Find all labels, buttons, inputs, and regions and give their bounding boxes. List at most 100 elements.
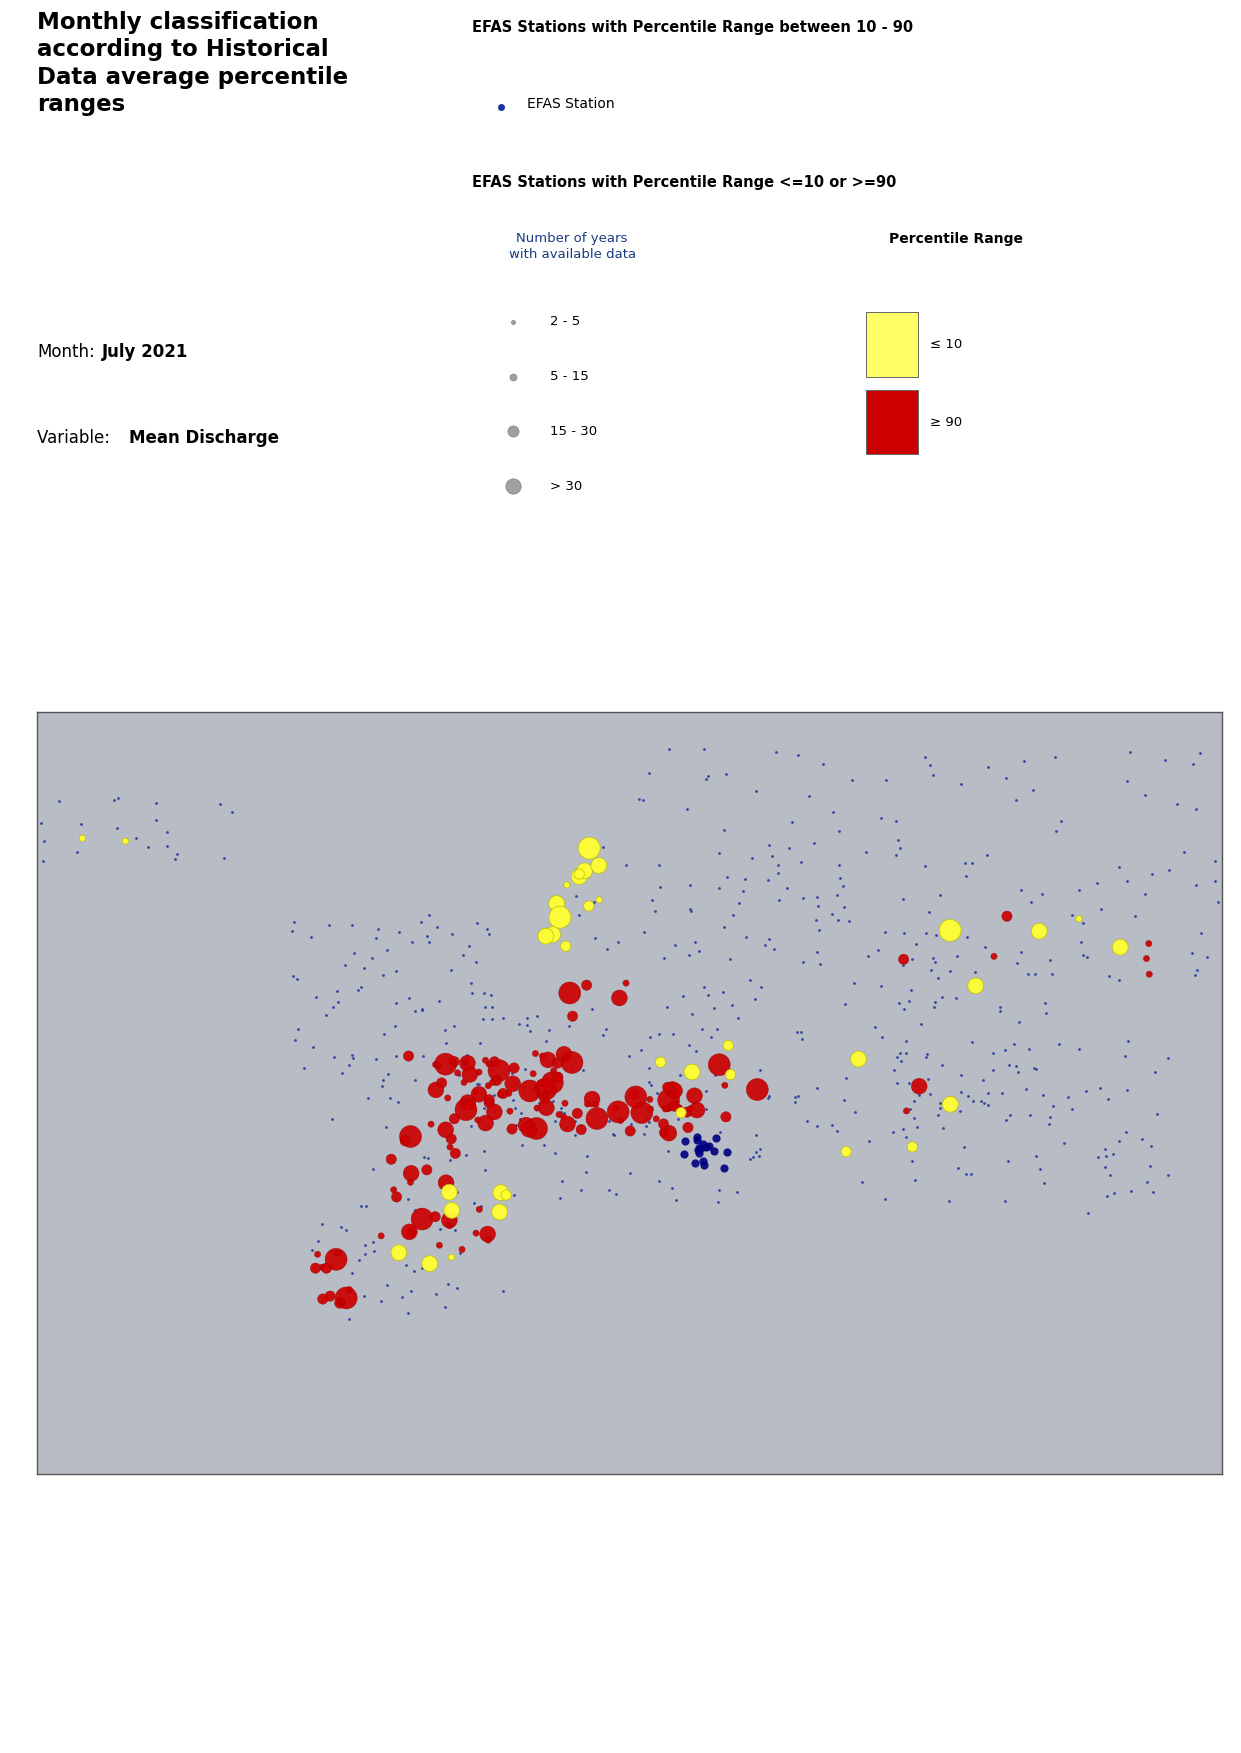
Point <box>680 898 700 926</box>
Point <box>1137 945 1157 973</box>
Point <box>669 1106 689 1134</box>
Point <box>441 1146 460 1175</box>
Point <box>747 1120 767 1148</box>
Text: Number of years
with available data: Number of years with available data <box>509 233 635 261</box>
Point <box>896 1027 916 1055</box>
Point <box>983 1055 1003 1083</box>
Point <box>458 1041 478 1069</box>
Point <box>809 915 829 943</box>
Point <box>685 1082 705 1110</box>
Point <box>807 884 827 912</box>
Point <box>900 1094 920 1122</box>
Point <box>351 1192 371 1220</box>
Point <box>853 1167 872 1196</box>
Point <box>692 1015 712 1043</box>
Point <box>478 915 498 943</box>
Point <box>108 784 128 812</box>
Point <box>549 1059 568 1087</box>
Point <box>1117 766 1137 794</box>
Point <box>336 1217 356 1245</box>
Point <box>710 1050 730 1078</box>
Point <box>398 1041 418 1069</box>
Point <box>679 941 699 969</box>
Point <box>552 1167 572 1196</box>
Point <box>115 827 135 855</box>
Point <box>1186 796 1206 824</box>
Point <box>927 920 947 948</box>
Point <box>1143 861 1163 889</box>
Point <box>748 1141 768 1169</box>
Point <box>1006 948 1026 976</box>
Point <box>386 1041 406 1069</box>
Point <box>999 1052 1019 1080</box>
Point <box>419 901 439 929</box>
Point <box>1055 1129 1075 1157</box>
Point <box>536 922 556 950</box>
Point <box>608 1097 628 1125</box>
Point <box>778 834 798 862</box>
Point <box>956 1160 975 1189</box>
Point <box>412 1204 432 1232</box>
Point <box>1008 1059 1028 1087</box>
Point <box>956 862 975 891</box>
Point <box>482 1057 501 1085</box>
Point <box>856 838 876 866</box>
Point <box>1117 1118 1137 1146</box>
Point <box>582 994 602 1022</box>
Point <box>438 1083 458 1111</box>
Point <box>412 1253 432 1281</box>
Point <box>658 1073 678 1101</box>
Point <box>649 1166 669 1194</box>
Point <box>910 1082 930 1110</box>
Point <box>459 933 479 961</box>
Point <box>694 1129 714 1157</box>
Point <box>482 994 501 1022</box>
Point <box>828 1117 848 1145</box>
Point <box>484 1097 504 1125</box>
Text: EFAS Stations with Percentile Range <=10 or >=90: EFAS Stations with Percentile Range <=10… <box>472 175 896 191</box>
Point <box>1024 777 1044 805</box>
Point <box>308 1227 328 1255</box>
Point <box>504 1182 524 1210</box>
Point <box>736 924 756 952</box>
Point <box>769 887 789 915</box>
Point <box>479 1085 499 1113</box>
Point <box>951 1097 970 1125</box>
Point <box>585 889 604 917</box>
Point <box>516 1111 536 1139</box>
Point <box>388 1239 408 1267</box>
Point <box>676 1097 696 1125</box>
Point <box>640 1096 660 1124</box>
Point <box>906 929 926 957</box>
Point <box>871 805 891 833</box>
Point <box>503 1115 522 1143</box>
Point <box>455 1048 475 1076</box>
Point <box>401 1159 421 1187</box>
Point <box>655 1096 675 1124</box>
Point <box>923 761 943 789</box>
Point <box>1016 1075 1036 1103</box>
Point <box>473 1004 493 1033</box>
Point <box>675 1127 695 1155</box>
Point <box>475 1047 495 1075</box>
Point <box>1121 738 1140 766</box>
Point <box>841 766 861 794</box>
Point <box>1033 1082 1052 1110</box>
Point <box>932 983 952 1011</box>
Point <box>788 742 808 770</box>
Point <box>510 1104 530 1132</box>
Point <box>31 810 51 838</box>
Point <box>464 1189 484 1217</box>
Point <box>699 763 719 791</box>
Point <box>439 1178 459 1206</box>
Point <box>450 1239 470 1267</box>
Point <box>608 929 628 957</box>
Point <box>417 1155 437 1183</box>
Point <box>599 1176 619 1204</box>
Point <box>1183 750 1203 778</box>
Point <box>619 1041 639 1069</box>
Point <box>990 997 1010 1026</box>
Point <box>884 1055 903 1083</box>
Point <box>520 1076 540 1104</box>
Point <box>648 1080 668 1108</box>
